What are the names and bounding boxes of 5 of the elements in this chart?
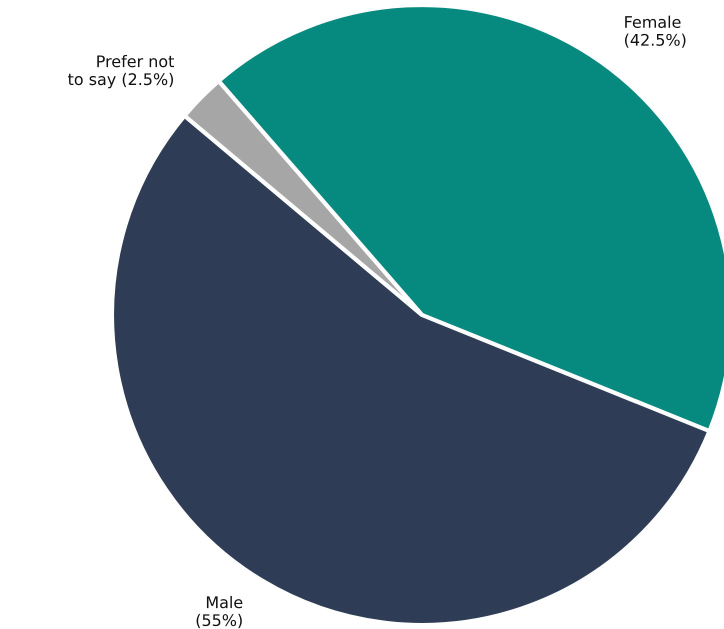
slice-label: Female xyxy=(625,16,681,28)
data-label: (55%) xyxy=(196,614,242,628)
slice-label: Prefer not to say (2.5%) xyxy=(68,54,174,88)
data-label: (42.5%) xyxy=(625,34,686,48)
slice-label: Male xyxy=(206,596,242,608)
